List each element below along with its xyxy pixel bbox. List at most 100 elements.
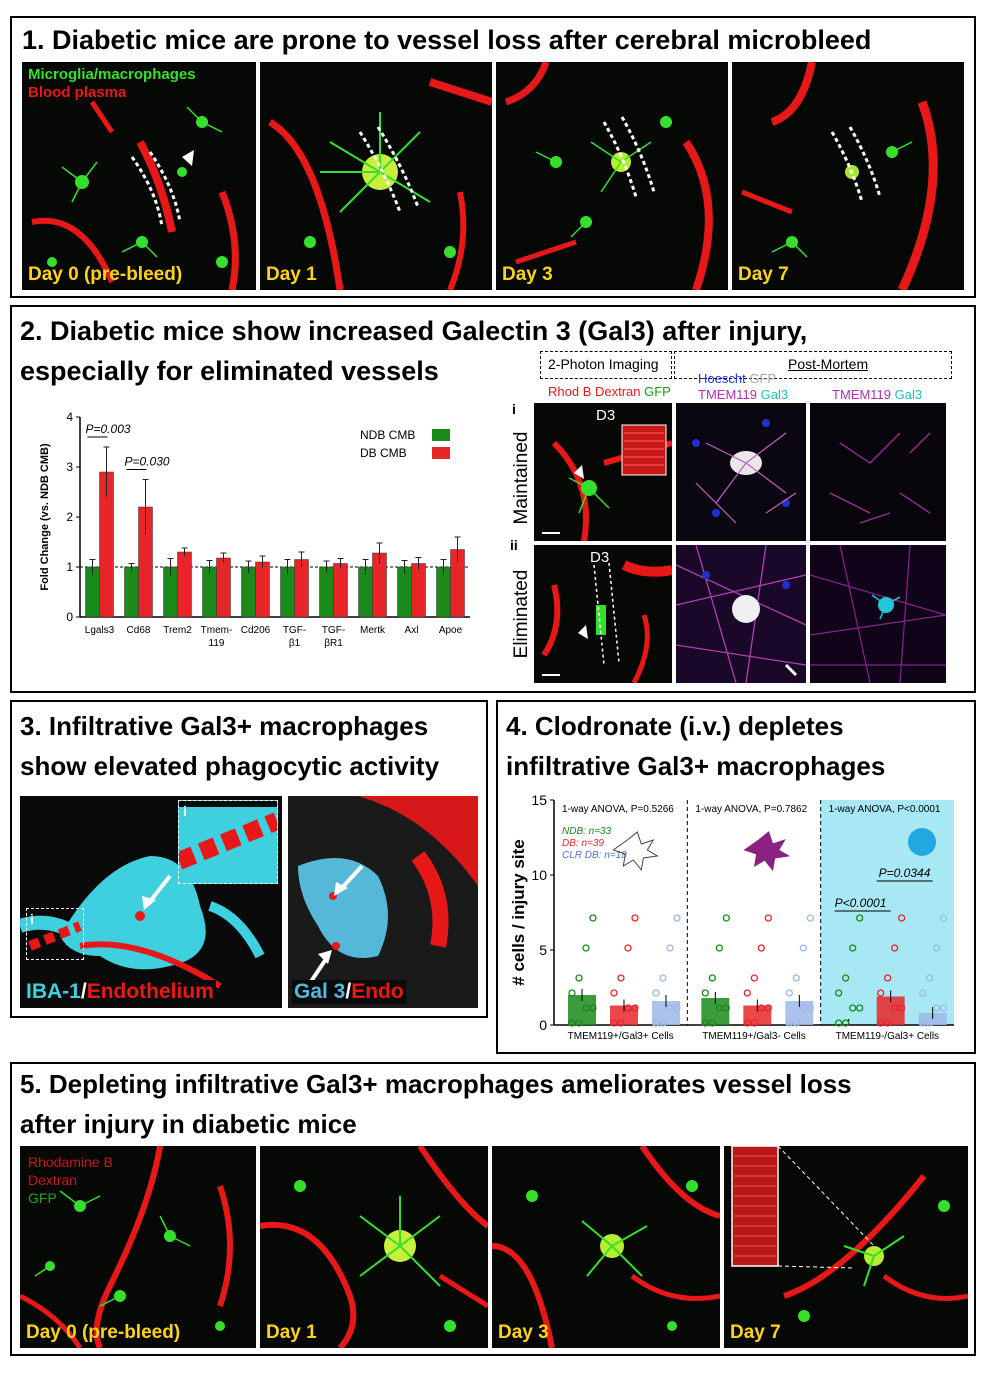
data-point (582, 1004, 590, 1012)
data-point (652, 989, 660, 997)
anova-label: 1-way ANOVA, P=0.7862 (695, 804, 807, 815)
legend-swatch (432, 447, 450, 459)
day-label: Day 0 (pre-bleed) (26, 1322, 181, 1343)
legend-swatch (432, 429, 450, 441)
x-tick-label: TMEM119+/Gal3- Cells (702, 1031, 805, 1042)
data-point (715, 1004, 723, 1012)
panel-2-title-line2: especially for eliminated vessels (20, 356, 439, 386)
data-point (884, 1019, 892, 1027)
roi-label: i (30, 911, 34, 927)
y-axis-label: # cells / injury site (509, 839, 528, 985)
data-point (877, 989, 885, 997)
legend-label: NDB: n=33 (562, 826, 612, 837)
data-point (582, 944, 590, 952)
annotation: P=0.003 (86, 422, 131, 436)
micrograph-day1 (268, 78, 492, 290)
panel-3: 3. Infiltrative Gal3+ macrophages show e… (10, 700, 488, 1018)
stain-label-imaging: Rhod B Dextran GFP (548, 384, 671, 399)
legend-label: DB: n=39 (562, 838, 604, 849)
y-tick-label: 3 (66, 460, 73, 474)
micrograph-eliminated (541, 560, 672, 683)
p5-micrograph-day3 (492, 1146, 720, 1348)
micrograph-day0 (31, 100, 239, 290)
y-tick-label: 2 (66, 510, 73, 524)
data-point (757, 944, 765, 952)
bar (177, 551, 192, 618)
data-point (575, 1019, 583, 1027)
gal3-micrograph (298, 796, 478, 988)
panel-2-title-line1: 2. Diabetic mice show increased Galectin… (20, 316, 808, 346)
p5-micrograph-day7 (731, 1146, 968, 1322)
data-point (926, 1019, 934, 1027)
p5-micrograph-day1 (260, 1146, 488, 1348)
p5-legend-gfp: GFP (28, 1190, 57, 1206)
day-label: Day 0 (pre-bleed) (28, 264, 183, 285)
sep2: / (345, 980, 352, 1003)
panel-4-title-line2: infiltrative Gal3+ macrophages (506, 751, 886, 781)
bar (255, 561, 270, 618)
inset-box: i (178, 800, 278, 884)
panel-1-image-day0: Microglia/macrophages Blood plasma Day 0… (22, 62, 256, 290)
data-point (835, 989, 843, 997)
bar (333, 563, 348, 618)
imaging-label: 2-Photon Imaging (548, 356, 659, 372)
postmortem-eliminated-tmem (810, 545, 946, 683)
bar (610, 1005, 638, 1025)
intermediate-cell-icon (743, 831, 791, 872)
data-point (919, 989, 927, 997)
panel-5-image-day3: Day 3 (492, 1146, 720, 1348)
data-point (785, 1019, 793, 1027)
data-point (877, 1019, 885, 1027)
data-point (750, 974, 758, 982)
stain-gal3b: Gal3 (894, 387, 923, 402)
stain-gal3: Gal3 (760, 387, 789, 402)
data-point (666, 1004, 674, 1012)
gene-expression-chart: 0 1 2 3 4 Fold Change (vs. NDB CMB) Lgals3 Cd68… (39, 410, 470, 649)
annotation: P=0.030 (125, 455, 170, 469)
postmortem-maintained-merge (676, 403, 806, 541)
bar (124, 566, 139, 618)
data-point (926, 974, 934, 982)
postmortem-maintained-tmem (810, 403, 946, 541)
imaging-eliminated: D3 (534, 545, 672, 683)
day-label: Day 3 (498, 1322, 549, 1343)
cell-count-chart: 0 5 10 15 # cells / injury site 1-way ANOVA, … (509, 792, 954, 1042)
data-point (799, 944, 807, 952)
data-point (884, 974, 892, 982)
row2-label: Eliminated (511, 569, 532, 659)
panel-1-image-day7: Day 7 (732, 62, 964, 290)
panel-5-image-day7: Day 7 (724, 1146, 968, 1348)
iba1-caption: IBA-1/Endothelium (24, 980, 216, 1004)
data-point (764, 1004, 772, 1012)
inset-label: i (183, 803, 187, 819)
panel-1-title: 1. Diabetic mice are prone to vessel los… (22, 25, 872, 55)
imaging-maintained: D3 (534, 403, 672, 541)
endothelium-label: Endothelium (86, 980, 214, 1003)
pm-img-3 (676, 545, 806, 683)
data-point (743, 989, 751, 997)
data-point (624, 1004, 632, 1012)
data-point (757, 1004, 765, 1012)
legend-label: CLR DB: n=18 (562, 850, 627, 861)
x-tick-label: TGF-β1 (283, 625, 306, 649)
legend-label: DB CMB (360, 446, 407, 460)
y-tick-label: 4 (66, 410, 73, 424)
x-tick-label: TMEM119+/Gal3+ Cells (568, 1031, 674, 1042)
stain-tmem: TMEM119 (698, 387, 757, 402)
panel-5-title-line2: after injury in diabetic mice (20, 1109, 357, 1139)
legend-blood-plasma: Blood plasma (28, 84, 127, 101)
bar (411, 563, 426, 618)
stain-rhod: Rhod B Dextran (548, 384, 641, 399)
data-point (575, 974, 583, 982)
data-point (856, 1004, 864, 1012)
bar (397, 566, 412, 618)
data-point (919, 1019, 927, 1027)
data-point (940, 914, 948, 922)
y-tick-label: 10 (531, 867, 547, 883)
data-point (659, 974, 667, 982)
x-tick-label: TGF-βR1 (322, 625, 345, 649)
y-tick-label: 5 (539, 942, 547, 958)
d3-label-2: D3 (590, 549, 610, 566)
iba1-micrograph (20, 856, 265, 989)
bar (216, 557, 231, 618)
